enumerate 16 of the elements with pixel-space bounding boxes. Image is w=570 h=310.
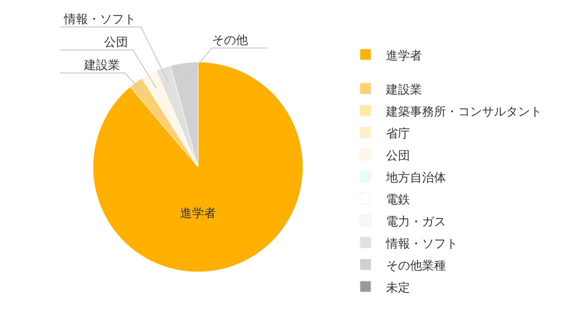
slice-label: 公団 xyxy=(104,35,128,49)
legend-label: 建築事務所・コンサルタント xyxy=(385,104,542,118)
legend-label: 地方自治体 xyxy=(385,170,446,184)
legend-label: その他業種 xyxy=(386,258,446,272)
legend-label: 省庁 xyxy=(386,126,410,140)
legend-label: 電力・ガス xyxy=(386,214,446,228)
slice-label: 進学者 xyxy=(180,206,216,220)
legend-label: 未定 xyxy=(386,280,410,294)
slice-label: 情報・ソフト xyxy=(63,12,136,26)
text: その他 xyxy=(212,33,248,47)
legend-label: 情報・ソフト xyxy=(385,236,458,250)
slice-label: 建設業 xyxy=(83,58,120,72)
legend-label: 建設業 xyxy=(385,82,422,96)
legend-label: 電鉄 xyxy=(386,192,410,206)
legend-label: 進学者 xyxy=(386,48,422,62)
legend-label: 公団 xyxy=(386,148,410,162)
